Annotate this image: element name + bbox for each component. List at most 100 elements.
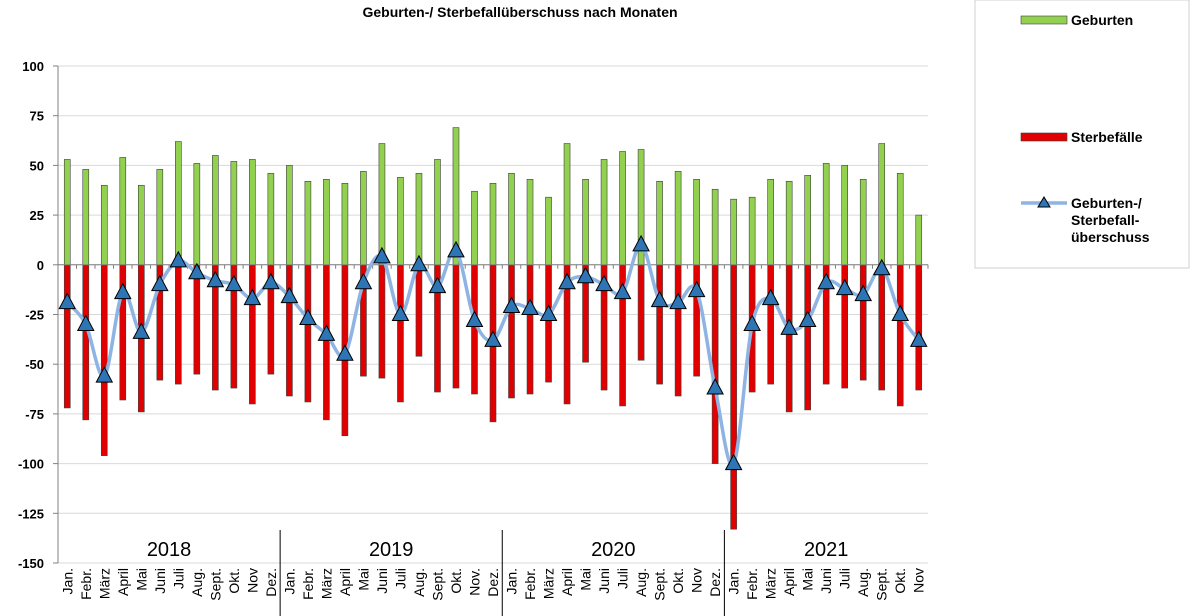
x-tick-label: Nov <box>689 568 705 593</box>
bar <box>508 173 515 266</box>
y-tick-label: 25 <box>30 208 44 223</box>
x-tick-label: April <box>337 568 353 596</box>
bar <box>82 264 90 421</box>
bar <box>63 264 71 409</box>
y-tick-label: 75 <box>30 109 44 124</box>
bar <box>156 169 164 266</box>
x-tick-label: Sept. <box>429 568 445 601</box>
bar <box>656 181 663 266</box>
bar <box>378 143 386 266</box>
x-tick-label: Mai <box>355 568 371 591</box>
marker <box>410 254 428 272</box>
bar <box>804 264 811 411</box>
bar <box>915 264 923 391</box>
marker <box>428 276 447 294</box>
x-tick-label: Aug. <box>189 568 205 597</box>
x-tick-label: Okt. <box>226 568 242 594</box>
bar <box>674 264 682 397</box>
x-tick-label: Nov. <box>466 568 482 596</box>
marker <box>891 304 910 321</box>
marker <box>706 377 724 395</box>
x-tick-label: Jan. <box>281 568 297 594</box>
legend-label: Geburten-/Sterbefall-überschuss <box>1071 195 1150 245</box>
legend-label: Sterbefälle <box>1071 129 1143 145</box>
bar <box>100 184 108 266</box>
bar <box>730 198 737 266</box>
year-label: 2018 <box>147 539 192 561</box>
legend-label-line: überschuss <box>1071 229 1150 245</box>
marker <box>76 314 95 331</box>
legend-swatch <box>1020 132 1068 142</box>
y-tick-label: -100 <box>18 457 44 472</box>
bar <box>415 264 423 357</box>
x-tick-label: März <box>318 568 334 599</box>
bar <box>323 264 330 421</box>
bar <box>230 161 238 266</box>
x-tick-label: Mai <box>133 568 149 591</box>
bar <box>175 264 182 385</box>
year-label: 2019 <box>369 539 414 561</box>
bar <box>693 179 700 266</box>
bar <box>471 190 478 266</box>
x-tick-label: Mai <box>800 568 816 591</box>
x-tick-label: Febr. <box>522 568 538 600</box>
x-tick-label: Juli <box>392 568 408 589</box>
legend-label: Geburten <box>1071 12 1133 28</box>
x-tick-label: Jan. <box>59 568 75 594</box>
bar <box>915 214 923 266</box>
x-tick-label: Aug. <box>411 568 427 597</box>
bar <box>304 181 312 266</box>
bar <box>822 163 830 266</box>
marker <box>595 274 613 292</box>
marker <box>817 272 836 290</box>
x-tick-label: Aug. <box>633 568 649 597</box>
bar <box>249 159 256 266</box>
x-tick-label: Okt. <box>892 568 908 594</box>
x-tick-label: Nov <box>911 568 927 593</box>
x-tick-label: Juni <box>374 568 390 594</box>
bar <box>397 177 404 266</box>
x-tick-label: Sept. <box>207 568 223 601</box>
bar <box>859 264 867 381</box>
bar <box>341 182 349 266</box>
bar <box>545 264 552 383</box>
marker <box>872 258 891 276</box>
marker <box>558 272 576 290</box>
x-tick-label: März <box>541 568 557 599</box>
marker <box>243 288 262 306</box>
x-tick-label: April <box>781 568 797 596</box>
bar <box>896 264 904 407</box>
legend-swatch <box>1020 15 1068 25</box>
bar <box>100 264 108 456</box>
y-tick-label: 0 <box>37 258 44 273</box>
legend-label-line: Geburten-/ <box>1071 195 1142 211</box>
x-tick-label: Nov <box>244 568 260 593</box>
marker <box>632 234 650 252</box>
x-tick-label: Febr. <box>744 568 760 600</box>
bar <box>785 181 793 266</box>
y-tick-label: 100 <box>22 59 44 74</box>
bar <box>415 173 423 266</box>
marker <box>724 453 743 471</box>
bar <box>360 171 367 266</box>
x-tick-label: Febr. <box>78 568 94 600</box>
marker <box>854 284 873 302</box>
bar <box>896 173 904 266</box>
marker <box>743 314 761 331</box>
x-tick-label: Juli <box>170 568 186 589</box>
bar <box>193 163 201 266</box>
bar <box>212 155 219 266</box>
marker <box>539 304 558 321</box>
marker <box>95 366 114 383</box>
x-tick-label: Juni <box>596 568 612 594</box>
marker <box>613 282 632 300</box>
marker <box>373 246 391 264</box>
bar <box>619 151 626 266</box>
year-label: 2021 <box>804 539 849 561</box>
marker <box>576 266 595 284</box>
marker <box>761 288 780 306</box>
bar <box>471 264 478 395</box>
x-tick-label: Dez. <box>263 568 279 597</box>
x-tick-label: Sept. <box>874 568 890 601</box>
